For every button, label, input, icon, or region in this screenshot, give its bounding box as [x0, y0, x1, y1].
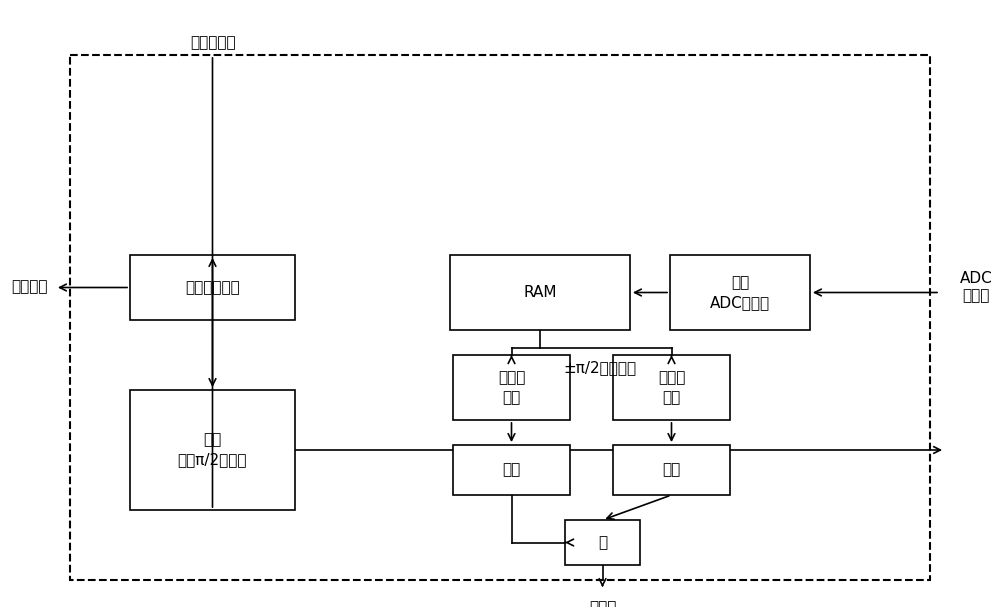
- Text: 减: 减: [598, 535, 607, 550]
- Bar: [565, 520, 640, 565]
- Text: ADC
数字量: ADC 数字量: [960, 271, 993, 304]
- Text: 与门槛值比较: 与门槛值比较: [185, 280, 240, 295]
- Bar: [130, 255, 295, 320]
- Bar: [453, 355, 570, 420]
- Bar: [613, 355, 730, 420]
- Bar: [450, 255, 630, 330]
- Text: 滤波: 滤波: [502, 463, 521, 478]
- Bar: [670, 255, 810, 330]
- Bar: [130, 390, 295, 510]
- Text: 告警信号: 告警信号: [12, 279, 48, 294]
- Text: 低台阶
队列: 低台阶 队列: [498, 370, 525, 405]
- Text: 光强值: 光强值: [589, 600, 617, 607]
- Text: 滤波: 滤波: [662, 463, 681, 478]
- Text: 计算
对应π/2电压值: 计算 对应π/2电压值: [178, 433, 247, 467]
- Text: 半波电压值: 半波电压值: [190, 35, 236, 50]
- Bar: [453, 445, 570, 495]
- Text: RAM: RAM: [523, 285, 557, 300]
- Text: 高台阶
队列: 高台阶 队列: [658, 370, 685, 405]
- Text: 读取
ADC采样值: 读取 ADC采样值: [710, 275, 770, 310]
- Text: ±π/2调制电压: ±π/2调制电压: [563, 361, 637, 376]
- Bar: [613, 445, 730, 495]
- Bar: [70, 55, 930, 580]
